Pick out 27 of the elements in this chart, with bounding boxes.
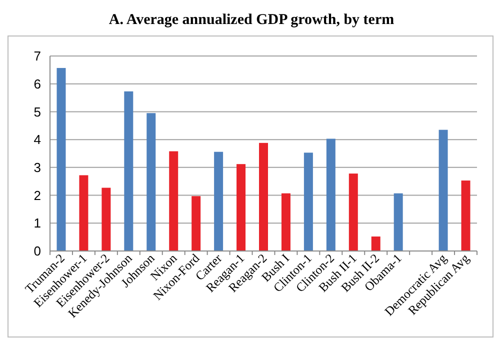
bar	[438, 130, 448, 251]
bar	[236, 164, 246, 251]
y-tick-label: 0	[34, 244, 41, 259]
bar	[56, 68, 66, 251]
y-tick-label: 5	[34, 104, 41, 120]
y-tick-label: 6	[34, 76, 41, 92]
bar	[326, 138, 336, 251]
bar	[146, 113, 156, 251]
chart-title: A. Average annualized GDP growth, by term	[108, 12, 395, 28]
bar	[102, 188, 111, 251]
bar	[259, 142, 268, 251]
bar	[79, 175, 88, 251]
bar	[281, 193, 290, 251]
bar	[214, 152, 224, 251]
y-tick-label: 7	[34, 48, 41, 64]
bar	[394, 193, 403, 251]
bar	[371, 236, 380, 251]
bar	[169, 151, 178, 251]
bar	[192, 196, 201, 251]
bar	[304, 152, 313, 251]
bar	[348, 174, 358, 251]
bar	[461, 180, 470, 251]
y-tick-label: 3	[34, 160, 41, 175]
y-tick-label: 4	[34, 132, 41, 148]
y-tick-label: 2	[34, 188, 41, 203]
bar	[124, 91, 134, 251]
y-tick-label: 1	[34, 216, 41, 231]
